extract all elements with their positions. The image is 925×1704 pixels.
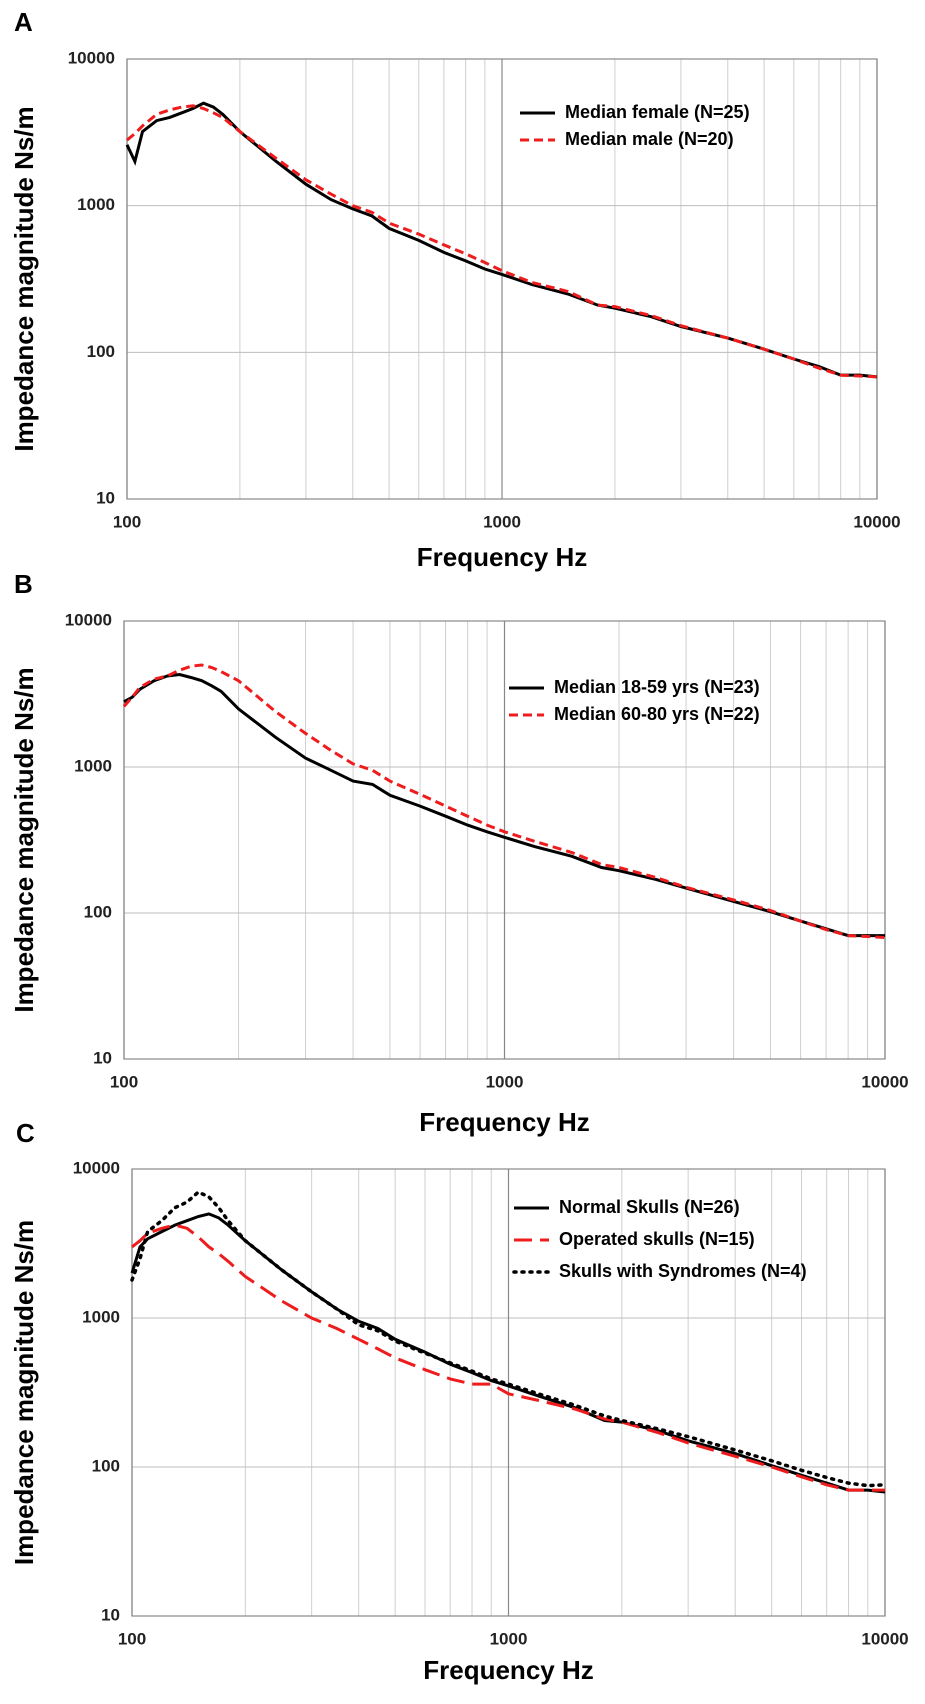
y-axis-label: Impedance magnitude Ns/m: [9, 667, 39, 1012]
y-axis-label: Impedance magnitude Ns/m: [9, 1220, 39, 1565]
y-tick-label: 10: [101, 1605, 120, 1624]
panel-label: B: [14, 569, 33, 599]
panel-label: A: [14, 7, 33, 37]
y-tick-label: 1000: [82, 1307, 120, 1326]
plot-frame: [131, 1168, 886, 1617]
legend-label: Operated skulls (N=15): [559, 1229, 755, 1249]
y-tick-label: 1000: [74, 756, 112, 775]
x-axis-label: Frequency Hz: [423, 1655, 594, 1685]
legend-label: Normal Skulls (N=26): [559, 1197, 740, 1217]
x-tick-label: 10000: [861, 1629, 908, 1648]
x-tick-label: 100: [113, 512, 141, 531]
x-axis-label: Frequency Hz: [417, 542, 588, 572]
y-axis-label: Impedance magnitude Ns/m: [9, 106, 39, 451]
x-tick-label: 10000: [861, 1072, 908, 1091]
legend-label: Median 60-80 yrs (N=22): [554, 704, 760, 724]
legend-label: Median 18-59 yrs (N=23): [554, 677, 760, 697]
x-tick-label: 1000: [490, 1629, 528, 1648]
x-tick-label: 10000: [853, 512, 900, 531]
x-tick-label: 100: [118, 1629, 146, 1648]
y-tick-label: 10000: [73, 1158, 120, 1177]
panel-label: C: [16, 1118, 35, 1148]
series-line: [122, 663, 886, 939]
y-tick-label: 100: [92, 1456, 120, 1475]
legend-label: Median female (N=25): [565, 102, 750, 122]
plot-frame: [126, 58, 878, 500]
y-tick-label: 100: [87, 342, 115, 361]
y-tick-label: 10000: [68, 48, 115, 67]
x-axis-label: Frequency Hz: [419, 1107, 590, 1137]
y-tick-label: 100: [84, 902, 112, 921]
x-tick-label: 1000: [486, 1072, 524, 1091]
series-line: [126, 104, 878, 379]
plot-frame: [123, 620, 886, 1060]
x-tick-label: 1000: [483, 512, 521, 531]
legend-label: Median male (N=20): [565, 129, 734, 149]
y-tick-label: 10: [93, 1048, 112, 1067]
series-line: [130, 1190, 887, 1488]
series-line: [131, 1223, 885, 1492]
y-tick-label: 1000: [77, 195, 115, 214]
series-line: [130, 1212, 886, 1494]
y-tick-label: 10: [96, 488, 115, 507]
y-tick-label: 10000: [65, 610, 112, 629]
x-tick-label: 100: [110, 1072, 138, 1091]
legend-label: Skulls with Syndromes (N=4): [559, 1261, 807, 1281]
